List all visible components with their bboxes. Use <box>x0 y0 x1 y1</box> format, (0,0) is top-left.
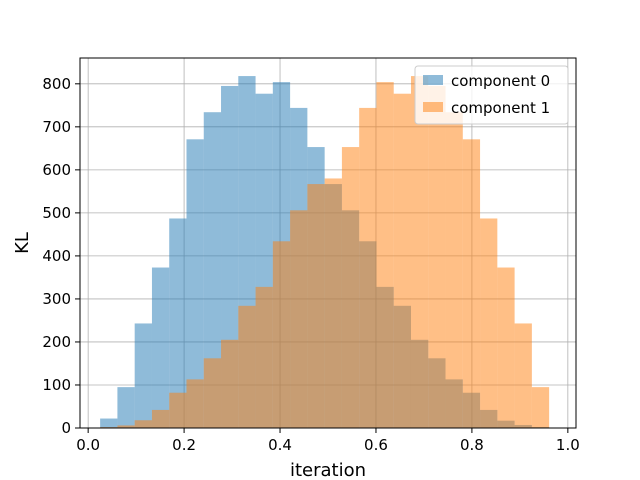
legend-label-component-1: component 1 <box>451 99 550 117</box>
legend-swatch-component-0 <box>423 75 443 85</box>
bar-component-1 <box>151 409 170 428</box>
y-axis-ticks: 0 100 200 300 400 500 600 700 800 <box>42 75 80 437</box>
bar-component-1 <box>255 286 273 428</box>
bar-component-1 <box>186 379 204 428</box>
bar-component-1 <box>272 241 291 428</box>
x-tick-label: 0.6 <box>364 436 388 454</box>
bar-component-0 <box>169 218 187 428</box>
bar-component-1 <box>376 82 394 429</box>
bar-component-0 <box>100 418 118 428</box>
y-tick-label: 800 <box>42 75 71 93</box>
bar-component-0 <box>203 112 222 429</box>
y-tick-label: 0 <box>61 419 71 437</box>
bar-component-1 <box>134 420 152 428</box>
x-tick-label: 0.4 <box>268 436 292 454</box>
x-tick-label: 0.0 <box>76 436 100 454</box>
bar-component-1 <box>324 178 342 428</box>
bar-component-1 <box>290 210 308 428</box>
x-axis-ticks: 0.0 0.2 0.4 0.6 0.8 1.0 <box>76 428 580 454</box>
y-tick-label: 400 <box>42 247 71 265</box>
bar-component-1 <box>169 392 187 428</box>
bar-component-1 <box>341 147 360 428</box>
bar-component-1 <box>393 93 411 429</box>
x-tick-label: 0.8 <box>460 436 484 454</box>
bar-component-1 <box>428 85 446 428</box>
bar-component-0 <box>117 387 135 428</box>
x-tick-label: 1.0 <box>556 436 580 454</box>
bar-component-1 <box>514 323 532 428</box>
legend: component 0 component 1 <box>414 65 569 125</box>
y-tick-label: 200 <box>42 333 71 351</box>
bar-component-0 <box>186 139 204 428</box>
y-tick-label: 600 <box>42 161 71 179</box>
bar-component-1 <box>480 218 498 428</box>
legend-label-component-0: component 0 <box>451 72 550 90</box>
x-axis-label: iteration <box>290 460 366 480</box>
bar-component-1 <box>307 184 325 428</box>
bar-component-0 <box>151 267 170 428</box>
plot-frame <box>79 57 577 429</box>
y-tick-label: 700 <box>42 118 71 136</box>
bar-component-1 <box>238 305 256 428</box>
bar-component-1 <box>359 107 377 428</box>
legend-swatch-component-1 <box>423 102 443 112</box>
bar-component-1 <box>221 339 239 428</box>
bar-component-1 <box>117 425 135 428</box>
bar-component-1 <box>497 267 515 428</box>
bar-component-1 <box>203 358 222 428</box>
y-tick-label: 500 <box>42 204 71 222</box>
bar-component-1 <box>531 387 550 428</box>
bar-component-1 <box>462 139 481 428</box>
y-axis-label: KL <box>12 232 33 254</box>
legend-box <box>414 65 569 125</box>
y-tick-label: 300 <box>42 290 71 308</box>
x-tick-label: 0.2 <box>172 436 196 454</box>
bar-component-1 <box>445 112 463 429</box>
bar-component-1 <box>410 76 429 429</box>
bars <box>100 76 550 429</box>
y-tick-label: 100 <box>42 376 71 394</box>
bar-component-0 <box>134 323 152 428</box>
